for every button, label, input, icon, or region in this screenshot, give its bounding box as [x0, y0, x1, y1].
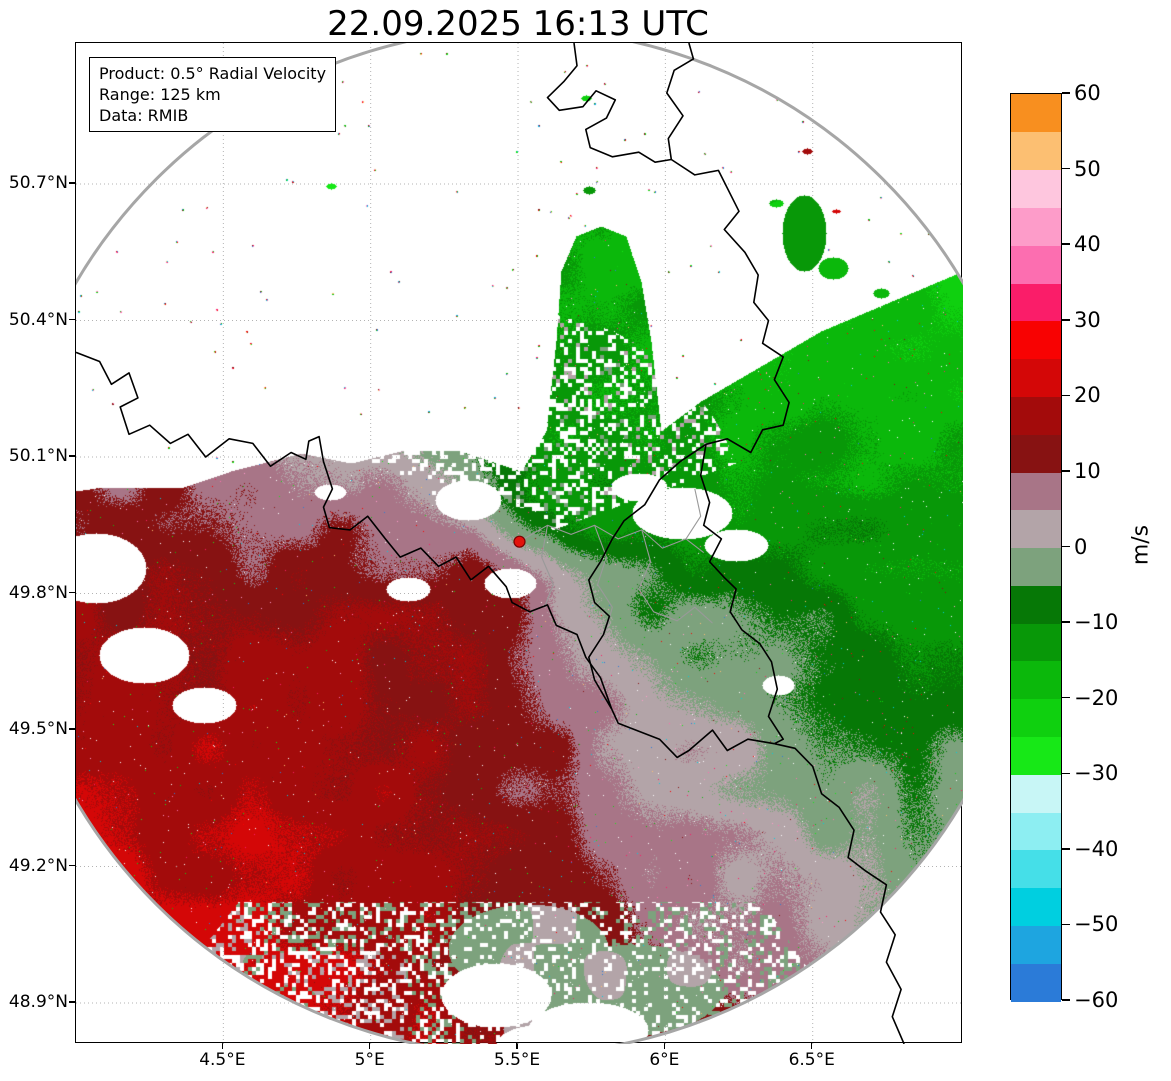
- lon-tick-mark: [368, 1043, 371, 1049]
- colorbar-tick-mark: [1062, 394, 1070, 397]
- colorbar-tick-mark: [1062, 772, 1070, 774]
- colorbar-tick-label: 60: [1074, 81, 1101, 105]
- colorbar-segment: [1011, 509, 1061, 549]
- colorbar-segment: [1011, 963, 1061, 1002]
- colorbar-segment: [1011, 282, 1061, 322]
- colorbar-segment: [1011, 736, 1061, 775]
- colorbar-segment: [1011, 887, 1061, 927]
- colorbar-tick-mark: [1062, 243, 1070, 245]
- colorbar-tick-mark: [1062, 923, 1070, 926]
- colorbar: [1010, 93, 1062, 1002]
- colorbar-segment: [1011, 320, 1061, 360]
- lon-tick-label: 6.5°E: [788, 1050, 835, 1070]
- colorbar-tick-label: 20: [1074, 383, 1101, 408]
- lat-tick-label: 49.8°N: [8, 582, 68, 603]
- lat-tick-mark: [69, 318, 75, 321]
- colorbar-tick-label: −10: [1074, 610, 1119, 635]
- lat-tick-mark: [69, 728, 75, 730]
- map-overlay-layer: [76, 43, 963, 1044]
- lon-tick-mark: [663, 1043, 666, 1049]
- lon-tick-label: 5.5°E: [493, 1050, 541, 1070]
- colorbar-segment: [1011, 774, 1061, 813]
- info-product: Product: 0.5° Radial Velocity: [99, 64, 327, 83]
- colorbar-tick-label: −40: [1074, 836, 1119, 861]
- colorbar-segment: [1011, 471, 1061, 511]
- info-data-source: Data: RMIB: [99, 106, 189, 125]
- lat-tick-mark: [69, 1001, 75, 1003]
- region-border-line: [541, 525, 554, 608]
- colorbar-tick-mark: [1062, 319, 1070, 321]
- colorbar-tick-label: −30: [1074, 761, 1119, 786]
- colorbar-tick-mark: [1062, 848, 1070, 850]
- colorbar-segment: [1011, 396, 1061, 435]
- lat-tick-mark: [69, 182, 75, 184]
- region-border-line: [594, 525, 613, 631]
- colorbar-segment: [1011, 812, 1061, 851]
- colorbar-tick-label: −60: [1074, 988, 1119, 1012]
- colorbar-segment: [1011, 849, 1061, 889]
- radar-site-dot: [513, 535, 526, 548]
- colorbar-tick-mark: [1062, 470, 1070, 472]
- lat-tick-mark: [69, 591, 75, 594]
- lon-tick-mark: [221, 1043, 224, 1049]
- country-border-line: [546, 43, 672, 163]
- info-range: Range: 125 km: [99, 85, 221, 104]
- lat-tick-mark: [69, 455, 75, 457]
- lon-tick-mark: [810, 1043, 813, 1049]
- country-border-line: [699, 444, 784, 745]
- colorbar-segment: [1011, 660, 1061, 700]
- colorbar-tick-mark: [1062, 999, 1070, 1001]
- colorbar-tick-mark: [1062, 696, 1070, 699]
- colorbar-segment: [1011, 169, 1061, 208]
- region-border-line: [638, 529, 713, 624]
- country-border-line: [610, 708, 775, 759]
- colorbar-segment: [1011, 585, 1061, 624]
- colorbar-segment: [1011, 698, 1061, 738]
- country-border-line: [588, 443, 707, 710]
- colorbar-segment: [1011, 207, 1061, 246]
- colorbar-tick-label: 10: [1074, 458, 1101, 483]
- region-border-line: [523, 524, 705, 554]
- region-border-line: [685, 488, 702, 540]
- lat-tick-label: 49.2°N: [8, 855, 68, 876]
- colorbar-tick-mark: [1062, 92, 1070, 94]
- colorbar-segment: [1011, 623, 1061, 662]
- colorbar-segment: [1011, 547, 1061, 586]
- colorbar-tick-label: −20: [1074, 685, 1119, 710]
- colorbar-segment: [1011, 434, 1061, 473]
- lon-tick-label: 4.5°E: [199, 1050, 246, 1070]
- lon-tick-mark: [516, 1043, 518, 1049]
- colorbar-tick-label: 30: [1074, 307, 1101, 332]
- country-border-line: [774, 742, 905, 1044]
- colorbar-segment: [1011, 131, 1061, 171]
- plot-area: Product: 0.5° Radial Velocity Range: 125…: [75, 42, 963, 1044]
- colorbar-tick-label: −50: [1074, 912, 1119, 937]
- lat-tick-label: 50.4°N: [8, 309, 68, 330]
- colorbar-tick-label: 0: [1074, 534, 1088, 559]
- country-border-line: [76, 351, 613, 710]
- colorbar-segment: [1011, 358, 1061, 397]
- country-border-line: [666, 43, 695, 160]
- colorbar-tick-label: 40: [1074, 232, 1101, 257]
- info-box: Product: 0.5° Radial Velocity Range: 125…: [89, 57, 337, 132]
- lat-tick-label: 50.7°N: [8, 173, 68, 194]
- lat-tick-label: 50.1°N: [8, 446, 68, 467]
- lat-tick-label: 48.9°N: [8, 992, 68, 1013]
- colorbar-segment: [1011, 245, 1061, 284]
- country-border-line: [670, 158, 790, 454]
- colorbar-segment: [1011, 94, 1061, 133]
- colorbar-tick-label: 50: [1074, 156, 1101, 181]
- colorbar-tick-mark: [1062, 621, 1070, 623]
- colorbar-unit-label: m/s: [1128, 524, 1154, 566]
- figure-title: 22.09.2025 16:13 UTC: [327, 4, 709, 44]
- colorbar-tick-mark: [1062, 545, 1070, 548]
- lat-tick-label: 49.5°N: [8, 719, 68, 740]
- lon-tick-label: 5°E: [354, 1050, 385, 1070]
- colorbar-tick-mark: [1062, 167, 1070, 170]
- lon-tick-label: 6°E: [649, 1050, 680, 1070]
- lat-tick-mark: [69, 864, 75, 867]
- colorbar-segment: [1011, 925, 1061, 964]
